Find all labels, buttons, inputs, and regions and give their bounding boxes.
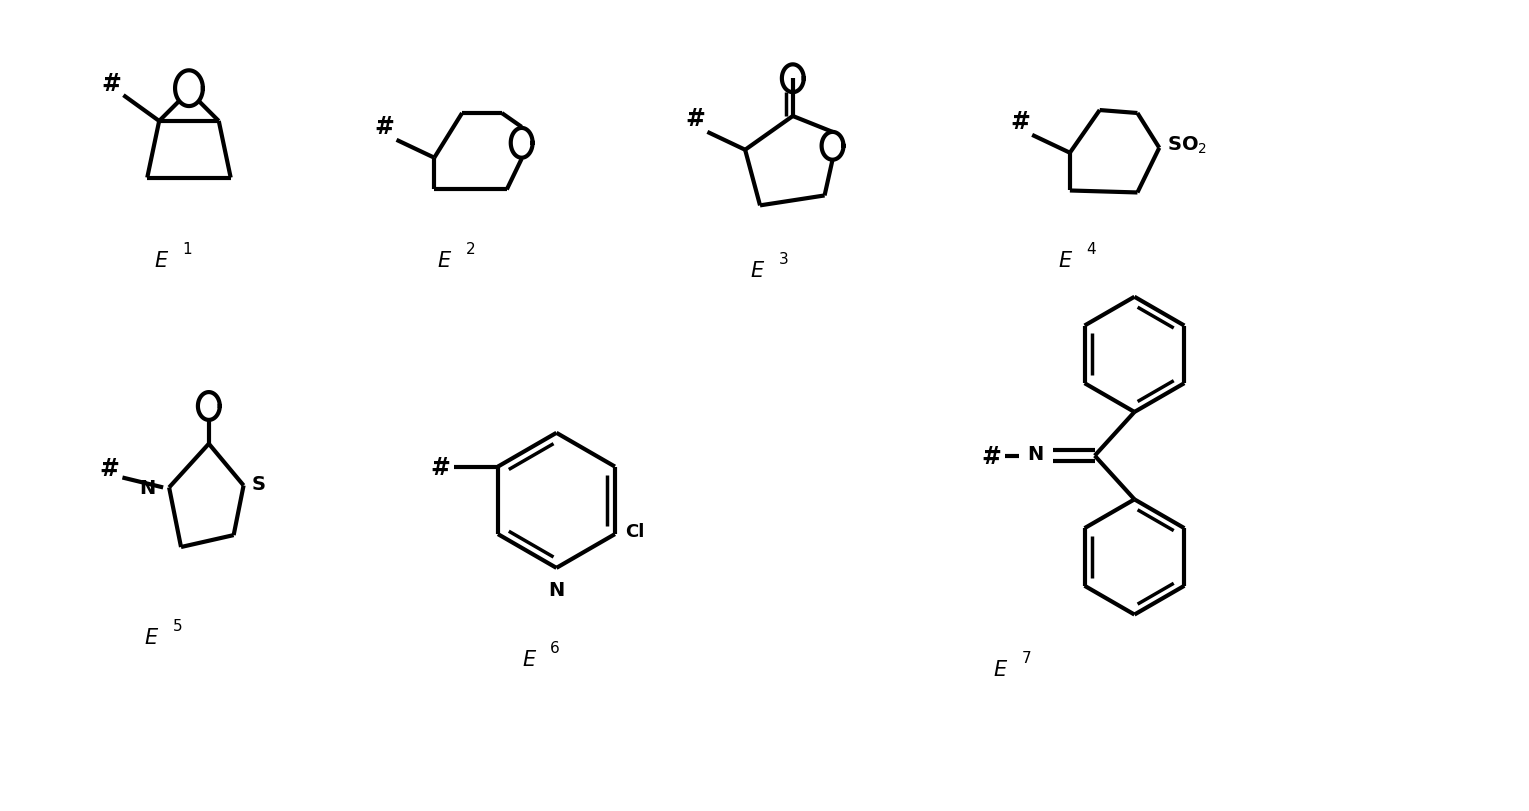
Text: $4$: $4$ <box>1086 241 1096 257</box>
Text: $\it{E}$: $\it{E}$ <box>521 650 537 669</box>
Text: $\it{E}$: $\it{E}$ <box>1058 251 1073 271</box>
Text: #: # <box>685 107 705 131</box>
Text: #: # <box>99 456 119 480</box>
Text: S: S <box>252 474 266 493</box>
Text: #: # <box>375 115 394 139</box>
Text: Cl: Cl <box>625 522 644 540</box>
Text: $2$: $2$ <box>465 241 476 257</box>
Text: $\it{E}$: $\it{E}$ <box>154 251 170 271</box>
Text: $\it{E}$: $\it{E}$ <box>751 260 764 281</box>
Text: $\it{E}$: $\it{E}$ <box>994 659 1009 680</box>
Text: N: N <box>1027 444 1043 464</box>
Text: $3$: $3$ <box>778 251 789 267</box>
Text: $\it{E}$: $\it{E}$ <box>437 251 453 271</box>
Text: $6$: $6$ <box>549 640 560 655</box>
Text: N: N <box>549 581 564 599</box>
Text: $7$: $7$ <box>1021 650 1032 666</box>
Text: #: # <box>982 444 1001 468</box>
Text: #: # <box>101 72 121 96</box>
Text: N: N <box>139 478 156 497</box>
Text: #: # <box>430 455 450 479</box>
Text: $5$: $5$ <box>173 618 182 633</box>
Text: $1$: $1$ <box>182 241 193 257</box>
Text: $\it{E}$: $\it{E}$ <box>144 628 159 648</box>
Text: #: # <box>1011 109 1031 134</box>
Text: SO$_2$: SO$_2$ <box>1167 135 1208 157</box>
